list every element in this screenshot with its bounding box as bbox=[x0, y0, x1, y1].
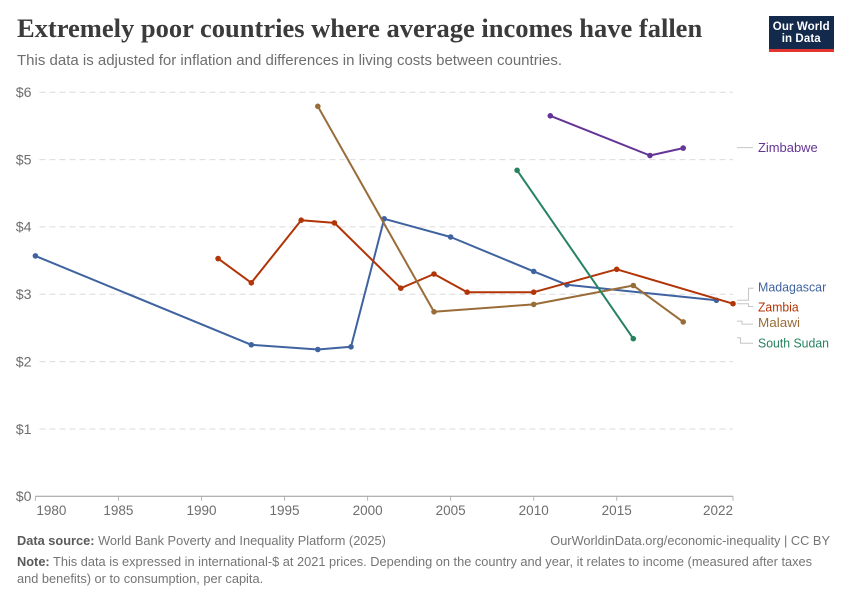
svg-text:South Sudan: South Sudan bbox=[758, 335, 829, 350]
svg-text:$3: $3 bbox=[16, 287, 32, 303]
svg-text:1995: 1995 bbox=[269, 503, 299, 518]
svg-text:Madagascar: Madagascar bbox=[758, 280, 827, 295]
svg-text:2015: 2015 bbox=[602, 503, 632, 518]
svg-text:Zambia: Zambia bbox=[758, 299, 799, 314]
svg-text:Malawi: Malawi bbox=[758, 315, 800, 330]
svg-text:2022: 2022 bbox=[703, 503, 733, 518]
svg-text:2005: 2005 bbox=[436, 503, 466, 518]
svg-text:$2: $2 bbox=[16, 354, 32, 370]
svg-text:1990: 1990 bbox=[186, 503, 216, 518]
svg-text:Zimbabwe: Zimbabwe bbox=[758, 140, 818, 155]
svg-text:1985: 1985 bbox=[103, 503, 133, 518]
svg-text:$0: $0 bbox=[16, 489, 32, 505]
svg-text:1980: 1980 bbox=[36, 503, 66, 518]
svg-text:$1: $1 bbox=[16, 422, 32, 438]
svg-text:$4: $4 bbox=[16, 220, 32, 236]
svg-text:$5: $5 bbox=[16, 152, 32, 168]
svg-text:2000: 2000 bbox=[353, 503, 383, 518]
svg-text:$6: $6 bbox=[16, 85, 32, 101]
svg-text:2010: 2010 bbox=[519, 503, 549, 518]
